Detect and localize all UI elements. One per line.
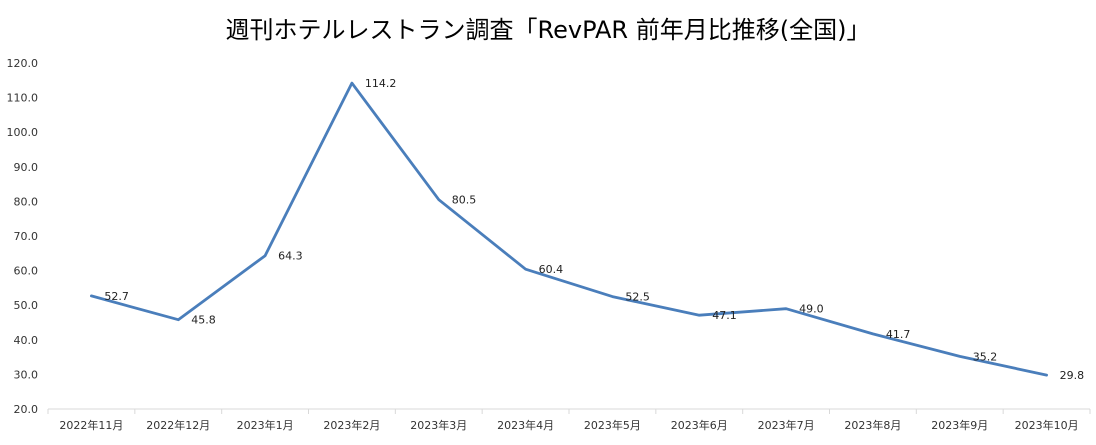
data-point (784, 307, 788, 311)
data-point (1045, 373, 1049, 377)
data-point (89, 294, 93, 298)
data-label: 80.5 (452, 194, 477, 207)
y-tick-label: 60.0 (14, 265, 39, 278)
data-point (350, 81, 354, 85)
x-tick-label: 2023年4月 (497, 418, 554, 432)
data-point (176, 318, 180, 322)
series-line (90, 81, 1048, 377)
x-tick-label: 2023年8月 (844, 418, 901, 432)
y-tick-label: 20.0 (14, 403, 39, 416)
data-point (610, 295, 614, 299)
data-point (697, 313, 701, 317)
y-tick-label: 70.0 (14, 230, 39, 243)
data-point (524, 267, 528, 271)
data-point (958, 354, 962, 358)
x-tick-label: 2023年9月 (931, 418, 988, 432)
data-label: 52.5 (625, 291, 650, 304)
x-tick-label: 2023年3月 (410, 418, 467, 432)
data-label: 47.1 (712, 309, 737, 322)
y-tick-label: 80.0 (14, 195, 39, 208)
data-label: 52.7 (104, 290, 128, 303)
x-tick-label: 2023年2月 (323, 418, 380, 432)
x-tick-label: 2023年10月 (1015, 418, 1079, 432)
x-tick-label: 2023年5月 (584, 418, 641, 432)
data-label: 60.4 (539, 263, 564, 276)
x-tick-label: 2023年6月 (671, 418, 728, 432)
data-label: 41.7 (886, 328, 911, 341)
data-label: 29.8 (1060, 369, 1085, 382)
x-tick-label: 2023年7月 (758, 418, 815, 432)
x-tick-label: 2023年1月 (237, 418, 294, 432)
y-tick-label: 30.0 (14, 368, 39, 381)
y-tick-label: 50.0 (14, 299, 39, 312)
data-point (263, 254, 267, 258)
x-tick-label: 2022年12月 (146, 418, 210, 432)
data-label: 35.2 (973, 350, 998, 363)
data-point (437, 198, 441, 202)
data-point (871, 332, 875, 336)
chart-title: 週刊ホテルレストラン調査「RevPAR 前年月比推移(全国)」 (225, 16, 871, 44)
x-tick-label: 2022年11月 (59, 418, 123, 432)
data-label: 49.0 (799, 303, 824, 316)
y-tick-label: 40.0 (14, 334, 39, 347)
data-label: 64.3 (278, 250, 303, 263)
y-tick-label: 90.0 (14, 161, 39, 174)
y-tick-label: 120.0 (7, 57, 39, 70)
y-tick-label: 100.0 (7, 126, 39, 139)
y-tick-label: 110.0 (7, 92, 39, 105)
data-label: 45.8 (191, 314, 216, 327)
data-label: 114.2 (365, 77, 397, 90)
